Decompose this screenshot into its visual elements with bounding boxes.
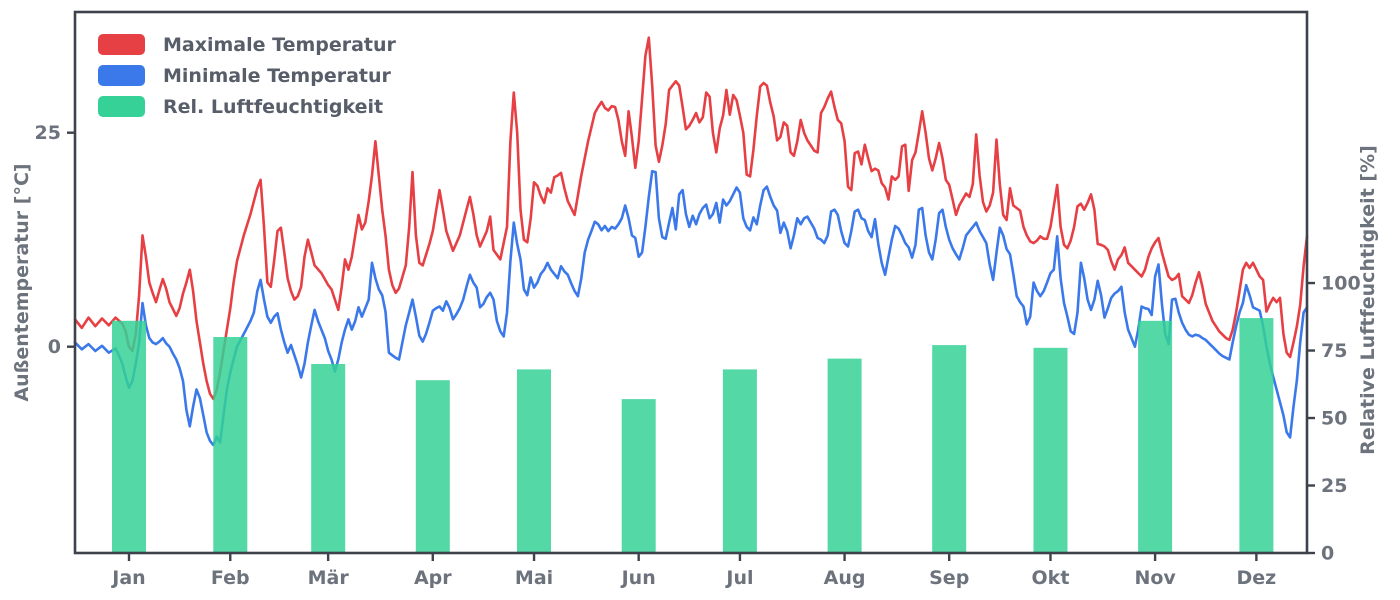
x-tick-label-Apr: Apr <box>414 567 452 589</box>
temperature-lines <box>73 36 1309 447</box>
min-temperature-line <box>73 169 1309 447</box>
x-tick-label-Nov: Nov <box>1134 567 1176 589</box>
humidity-bar-Jun <box>621 399 656 553</box>
y-left-tick-label: 0 <box>48 336 61 358</box>
x-tick-label-Dez: Dez <box>1237 567 1277 589</box>
humidity-bars <box>112 318 1274 553</box>
y-right-tick-label: 0 <box>1321 543 1334 565</box>
y-right-tick-label: 50 <box>1321 408 1347 430</box>
legend: Maximale Temperatur Minimale Temperatur Re… <box>98 34 397 118</box>
x-tick-label-Jul: Jul <box>724 567 753 589</box>
y-axis-left-title: Außentemperatur [°C] <box>11 163 33 401</box>
x-tick-label-Sep: Sep <box>929 567 969 589</box>
humidity-bar-Dez <box>1239 318 1274 553</box>
y-right-tick-label: 75 <box>1321 340 1347 362</box>
legend-label-1: Maximale Temperatur <box>163 34 397 56</box>
x-tick-label-Feb: Feb <box>211 567 250 589</box>
humidity-bar-Jul <box>722 369 757 553</box>
humidity-bar-Okt <box>1033 347 1068 553</box>
y-right-tick-label: 100 <box>1321 273 1361 295</box>
legend-swatch-1 <box>98 34 145 55</box>
x-tick-label-Okt: Okt <box>1032 567 1070 589</box>
humidity-bar-Aug <box>827 358 862 553</box>
x-tick-label-Mai: Mai <box>515 567 553 589</box>
humidity-bar-Jan <box>112 320 146 553</box>
legend-swatch-3 <box>98 96 145 117</box>
x-tick-label-Mär: Mär <box>308 567 350 589</box>
x-tick-label-Aug: Aug <box>824 567 866 589</box>
humidity-bar-Nov <box>1138 320 1173 553</box>
y-left-tick-label: 25 <box>35 122 61 144</box>
x-axis: Jan Feb Mär Apr Mai Jun Jul Aug Sep Okt Nov Dez <box>110 553 1276 589</box>
humidity-bar-Apr <box>415 380 450 553</box>
legend-label-2: Minimale Temperatur <box>163 65 392 87</box>
x-tick-label-Jun: Jun <box>620 567 656 589</box>
y-right-tick-label: 25 <box>1321 475 1347 497</box>
humidity-bar-Mär <box>311 364 346 553</box>
x-tick-label-Jan: Jan <box>110 567 145 589</box>
legend-swatch-2 <box>98 65 145 86</box>
humidity-bar-Feb <box>213 337 248 553</box>
y-axis-right-title: Relative Luftfeuchtigkeit [%] <box>1357 145 1379 455</box>
legend-label-3: Rel. Luftfeuchtigkeit <box>163 96 383 118</box>
humidity-bar-Sep <box>932 345 967 553</box>
humidity-bar-Mai <box>517 369 551 553</box>
max-temperature-line <box>73 36 1309 401</box>
